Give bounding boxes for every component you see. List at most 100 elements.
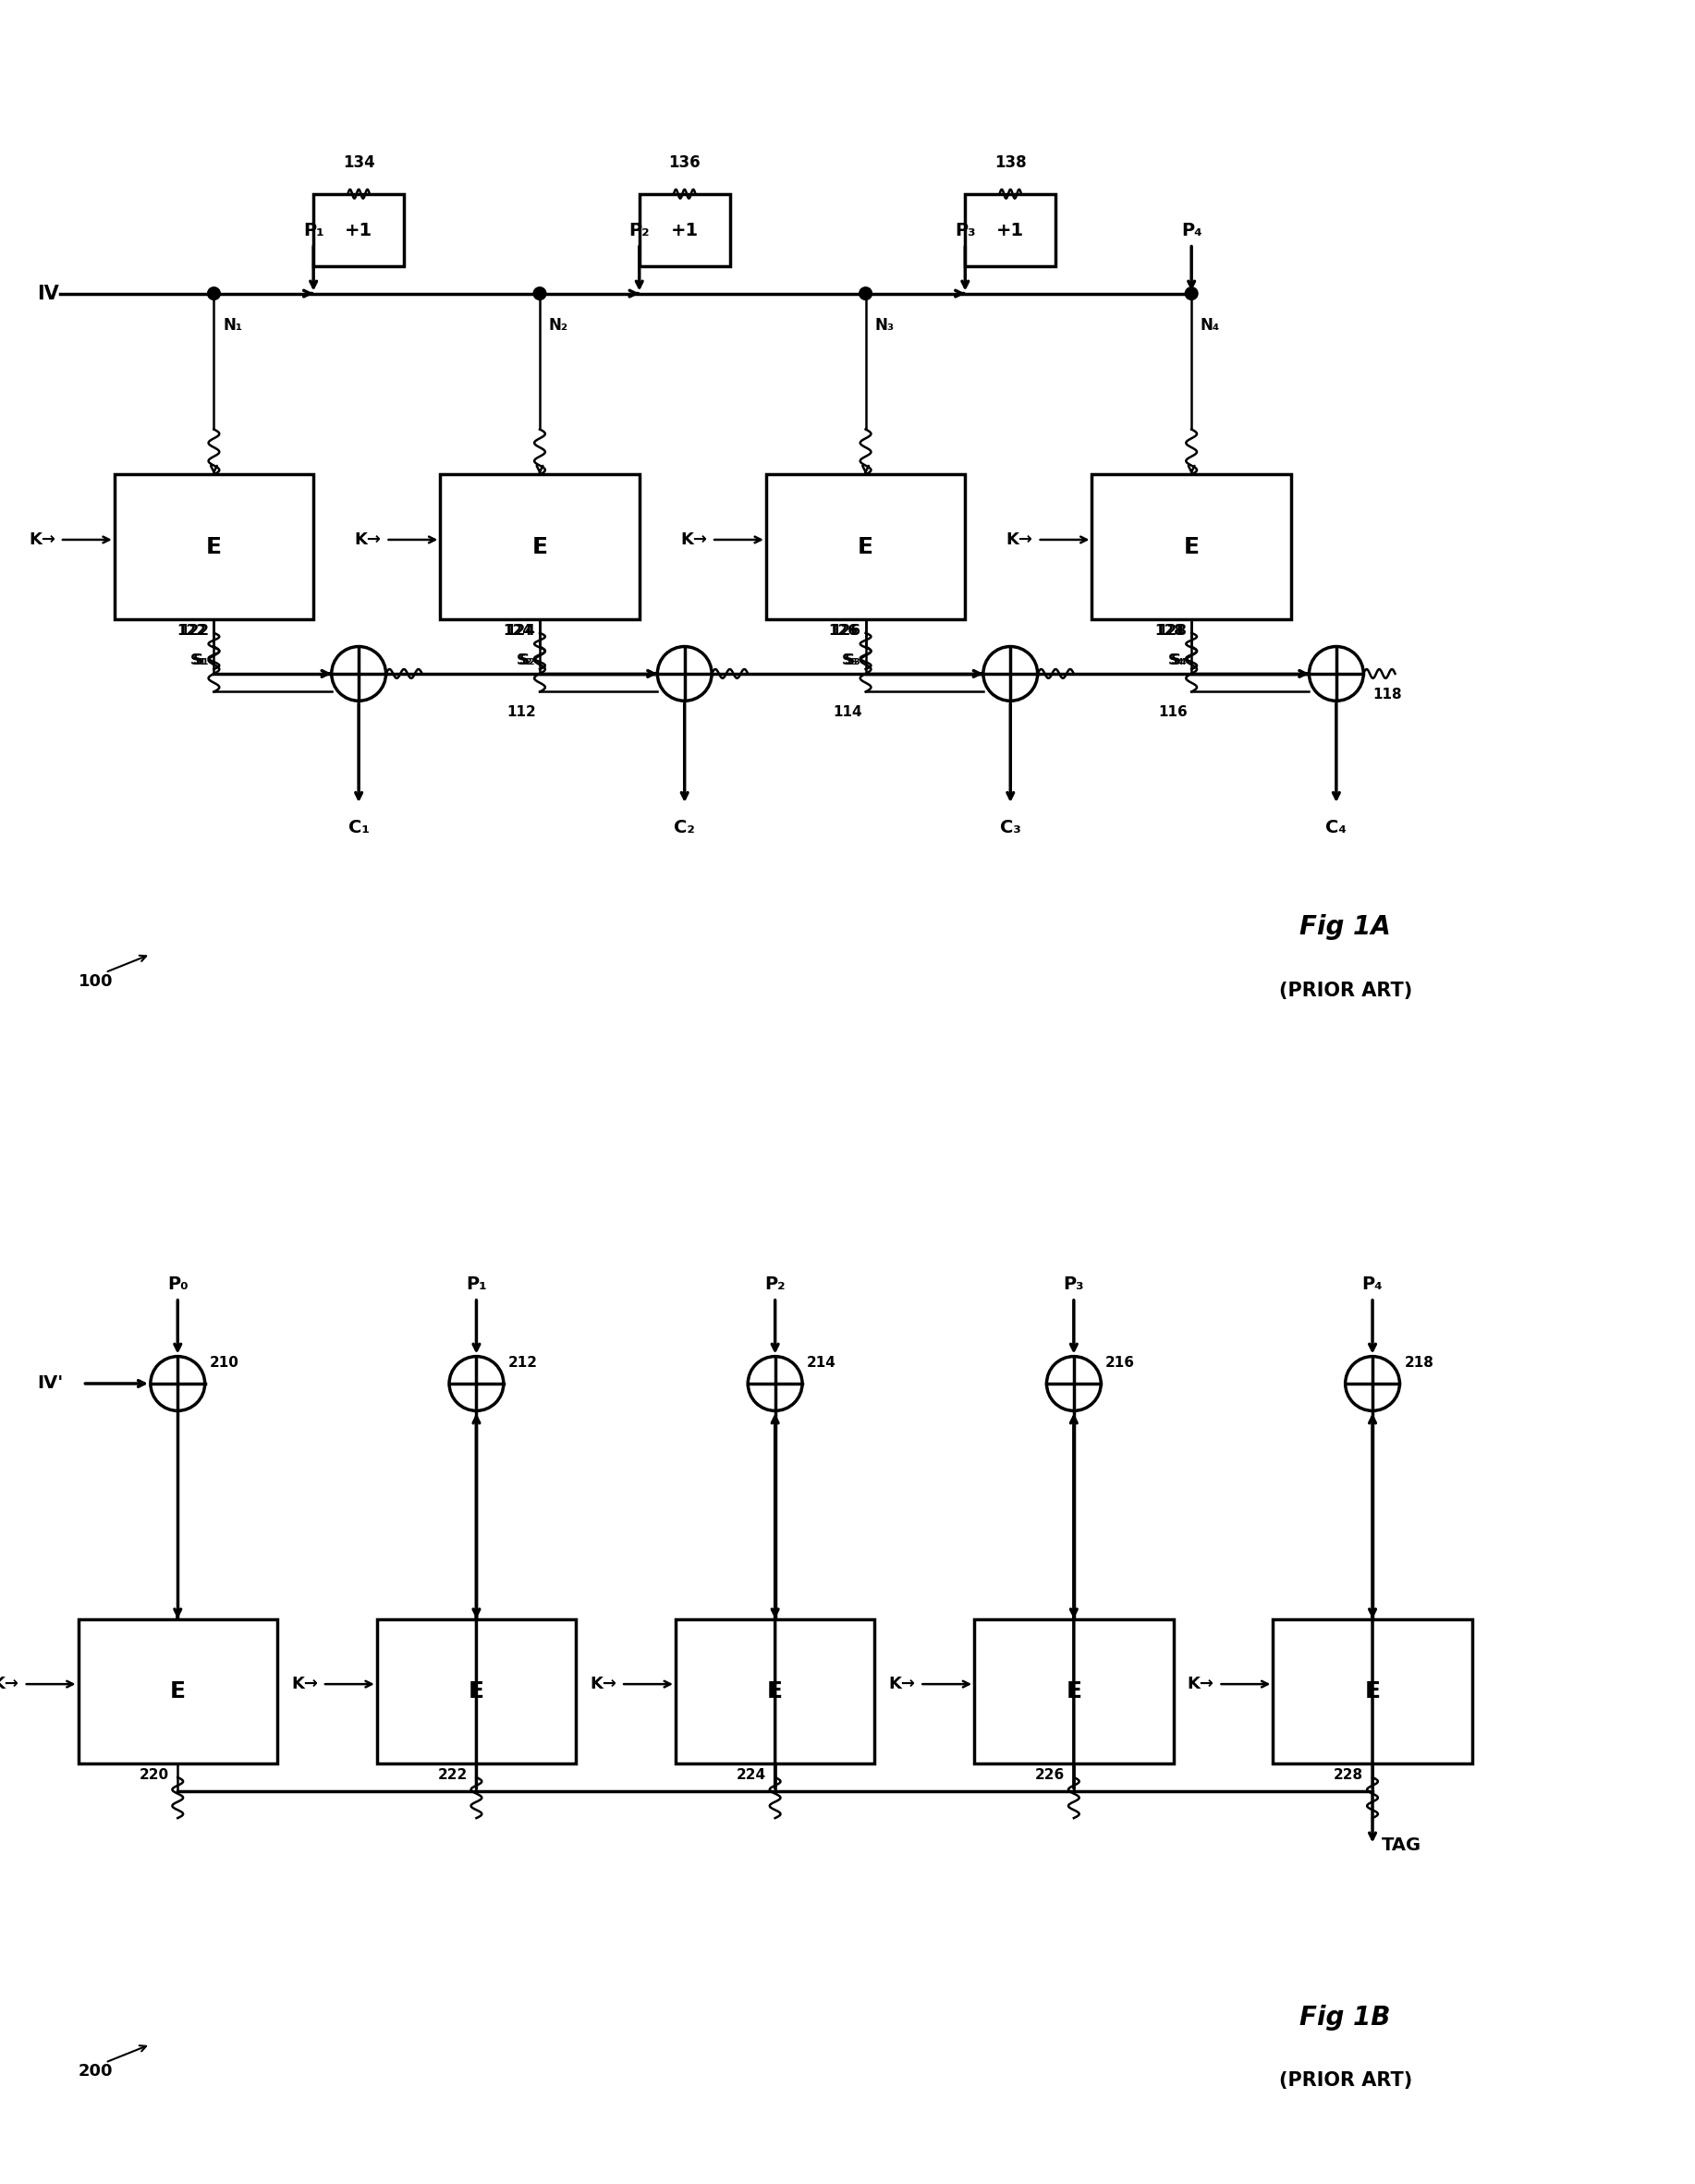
Text: S₃: S₃ xyxy=(844,653,861,668)
Text: P₁: P₁ xyxy=(303,221,324,240)
Text: (PRIOR ART): (PRIOR ART) xyxy=(1278,2070,1412,2090)
Text: C₂: C₂ xyxy=(675,819,695,836)
Bar xyxy=(78,1618,278,1765)
Text: E: E xyxy=(170,1679,185,1704)
Text: 200: 200 xyxy=(78,2064,114,2079)
Text: IV': IV' xyxy=(37,1374,63,1393)
Text: 122: 122 xyxy=(180,625,210,638)
Text: 216: 216 xyxy=(1105,1356,1136,1369)
Circle shape xyxy=(207,286,220,299)
Text: 220: 220 xyxy=(139,1769,168,1782)
Text: P₃: P₃ xyxy=(1063,1275,1085,1293)
Text: 212: 212 xyxy=(508,1356,537,1369)
Text: (PRIOR ART): (PRIOR ART) xyxy=(1278,981,1412,1000)
Text: 138: 138 xyxy=(995,155,1027,170)
Text: S₂: S₂ xyxy=(519,653,536,668)
Text: 134: 134 xyxy=(342,155,375,170)
Bar xyxy=(1092,474,1292,620)
Text: 210: 210 xyxy=(210,1356,239,1369)
Bar xyxy=(1273,1618,1471,1765)
Text: P₃: P₃ xyxy=(954,221,976,240)
Text: 126: 126 xyxy=(829,625,858,638)
Text: 100: 100 xyxy=(78,974,114,989)
Circle shape xyxy=(658,646,712,701)
Text: S₂: S₂ xyxy=(517,653,532,668)
Text: 122: 122 xyxy=(176,625,207,638)
Text: N₃: N₃ xyxy=(875,317,895,334)
Text: K→: K→ xyxy=(354,531,381,548)
Text: 222: 222 xyxy=(437,1769,468,1782)
Bar xyxy=(314,194,403,266)
Text: 128: 128 xyxy=(1154,625,1185,638)
Text: +1: +1 xyxy=(671,221,698,238)
Text: S₁: S₁ xyxy=(193,653,210,668)
Text: K→: K→ xyxy=(1186,1675,1214,1693)
Text: P₀: P₀ xyxy=(168,1275,188,1293)
Text: S₁: S₁ xyxy=(190,653,207,668)
Text: Fig 1B: Fig 1B xyxy=(1300,2005,1392,2031)
Text: 224: 224 xyxy=(736,1769,766,1782)
Text: 124: 124 xyxy=(505,625,536,638)
Text: P₄: P₄ xyxy=(1363,1275,1383,1293)
Text: K→: K→ xyxy=(590,1675,617,1693)
Text: 128: 128 xyxy=(1158,625,1186,638)
Text: E: E xyxy=(1364,1679,1380,1704)
Text: 214: 214 xyxy=(807,1356,836,1369)
Circle shape xyxy=(983,646,1037,701)
Text: 226: 226 xyxy=(1036,1769,1064,1782)
Text: P₂: P₂ xyxy=(629,221,649,240)
Text: 112: 112 xyxy=(507,705,536,719)
Bar xyxy=(975,1618,1173,1765)
Bar xyxy=(676,1618,875,1765)
Bar xyxy=(441,474,639,620)
Text: Fig 1A: Fig 1A xyxy=(1300,915,1392,939)
Text: P₄: P₄ xyxy=(1181,221,1202,240)
Text: E: E xyxy=(468,1679,485,1704)
Circle shape xyxy=(151,1356,205,1411)
Text: N₁: N₁ xyxy=(224,317,242,334)
Text: 228: 228 xyxy=(1334,1769,1363,1782)
Text: N₄: N₄ xyxy=(1200,317,1220,334)
Bar xyxy=(114,474,314,620)
Text: 118: 118 xyxy=(1373,688,1402,701)
Text: S₃: S₃ xyxy=(842,653,858,668)
Text: C₁: C₁ xyxy=(347,819,370,836)
Text: K→: K→ xyxy=(292,1675,319,1693)
Text: K→: K→ xyxy=(680,531,707,548)
Text: 114: 114 xyxy=(832,705,863,719)
Text: K→: K→ xyxy=(29,531,56,548)
Bar xyxy=(639,194,731,266)
Text: TAG: TAG xyxy=(1381,1837,1422,1854)
Text: IV: IV xyxy=(37,284,59,304)
Text: 116: 116 xyxy=(1159,705,1188,719)
Bar xyxy=(964,194,1056,266)
Text: E: E xyxy=(207,535,222,559)
Circle shape xyxy=(449,1356,503,1411)
Text: S₄: S₄ xyxy=(1171,653,1186,668)
Text: E: E xyxy=(858,535,873,559)
Text: 218: 218 xyxy=(1403,1356,1434,1369)
Text: +1: +1 xyxy=(344,221,373,238)
Text: +1: +1 xyxy=(997,221,1024,238)
Bar xyxy=(376,1618,576,1765)
Text: 136: 136 xyxy=(668,155,700,170)
Circle shape xyxy=(1346,1356,1400,1411)
Circle shape xyxy=(1309,646,1363,701)
Circle shape xyxy=(859,286,871,299)
Text: P₂: P₂ xyxy=(764,1275,785,1293)
Bar xyxy=(766,474,964,620)
Text: 126: 126 xyxy=(832,625,861,638)
Circle shape xyxy=(534,286,546,299)
Text: S₄: S₄ xyxy=(1168,653,1185,668)
Text: 124: 124 xyxy=(503,625,532,638)
Circle shape xyxy=(332,646,386,701)
Text: C₄: C₄ xyxy=(1325,819,1348,836)
Text: K→: K→ xyxy=(1007,531,1032,548)
Text: K→: K→ xyxy=(888,1675,915,1693)
Text: E: E xyxy=(768,1679,783,1704)
Circle shape xyxy=(1185,286,1198,299)
Circle shape xyxy=(1046,1356,1102,1411)
Text: K→: K→ xyxy=(0,1675,19,1693)
Text: P₁: P₁ xyxy=(466,1275,486,1293)
Circle shape xyxy=(747,1356,802,1411)
